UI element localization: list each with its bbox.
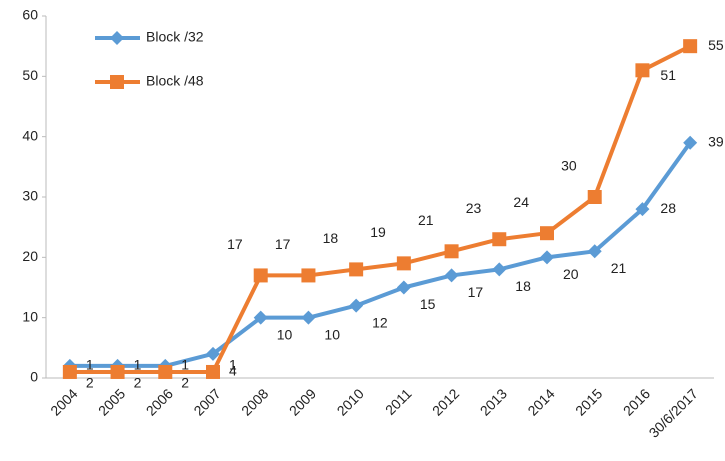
marker: [349, 262, 364, 277]
data-label: 17: [227, 236, 243, 252]
data-label: 15: [420, 296, 436, 312]
data-label: 1: [86, 357, 94, 373]
marker: [444, 244, 459, 259]
series-line: [69, 44, 692, 374]
data-label: 17: [275, 236, 291, 252]
y-tick-label: 10: [22, 308, 38, 324]
x-tick-label: 2012: [429, 385, 462, 418]
data-label: 55: [708, 37, 724, 53]
data-label: 17: [468, 284, 484, 300]
marker: [158, 364, 173, 379]
x-tick-label: 30/6/2017: [646, 385, 702, 441]
data-label: 30: [561, 158, 577, 174]
data-label: 2: [86, 375, 94, 391]
x-tick-label: 2016: [620, 385, 653, 418]
data-label: 1: [134, 357, 142, 373]
marker: [110, 31, 124, 45]
data-label: 18: [323, 230, 339, 246]
x-tick-label: 2014: [524, 385, 557, 418]
marker: [683, 39, 698, 54]
marker: [683, 135, 698, 150]
data-label: 12: [372, 314, 388, 330]
series-line: [69, 141, 692, 368]
data-label: 4: [229, 363, 237, 379]
x-tick-label: 2006: [143, 385, 176, 418]
x-tick-label: 2007: [190, 385, 223, 418]
marker: [587, 190, 602, 204]
data-label: 24: [513, 194, 529, 210]
y-tick-label: 60: [22, 7, 38, 23]
marker: [492, 262, 507, 277]
data-label: 18: [515, 278, 531, 294]
marker: [492, 232, 507, 247]
y-tick-label: 20: [22, 248, 38, 264]
data-label: 51: [660, 67, 676, 83]
data-label: 23: [466, 200, 482, 216]
data-label: 21: [418, 212, 434, 228]
x-tick-label: 2015: [572, 385, 605, 418]
marker: [301, 310, 316, 325]
marker: [635, 202, 650, 217]
marker: [396, 256, 411, 271]
data-label: 21: [611, 260, 627, 276]
marker: [635, 63, 650, 78]
x-tick-label: 2008: [238, 385, 271, 418]
marker: [206, 364, 220, 379]
data-label: 1: [229, 357, 237, 373]
x-tick-label: 2013: [477, 385, 510, 418]
legend-label: Block /32: [146, 29, 204, 45]
y-tick-label: 50: [22, 67, 38, 83]
marker: [444, 268, 459, 283]
marker: [110, 364, 125, 379]
data-label: 2: [181, 375, 189, 391]
x-tick-label: 2005: [95, 385, 128, 418]
data-label: 39: [708, 133, 724, 149]
marker: [206, 346, 220, 361]
x-tick-label: 2011: [382, 385, 415, 418]
y-tick-label: 0: [30, 369, 38, 385]
marker: [253, 310, 268, 325]
marker: [396, 280, 411, 295]
data-label: 20: [563, 266, 579, 282]
data-label: 28: [660, 200, 676, 216]
x-tick-label: 2010: [334, 385, 367, 418]
x-tick-label: 2009: [286, 385, 319, 418]
marker: [540, 250, 554, 265]
data-label: 10: [324, 326, 340, 342]
marker: [301, 268, 316, 283]
marker: [349, 298, 364, 313]
data-label: 1: [181, 357, 189, 373]
marker: [253, 268, 268, 283]
y-tick-label: 30: [22, 188, 38, 204]
marker: [540, 226, 554, 241]
marker: [110, 75, 124, 89]
data-label: 10: [277, 326, 293, 342]
marker: [587, 244, 602, 259]
x-tick-label: 2004: [47, 385, 80, 418]
data-label: 2: [134, 375, 142, 391]
data-label: 19: [370, 224, 386, 240]
y-tick-label: 40: [22, 127, 38, 143]
legend-label: Block /48: [146, 73, 204, 89]
marker: [62, 364, 77, 379]
